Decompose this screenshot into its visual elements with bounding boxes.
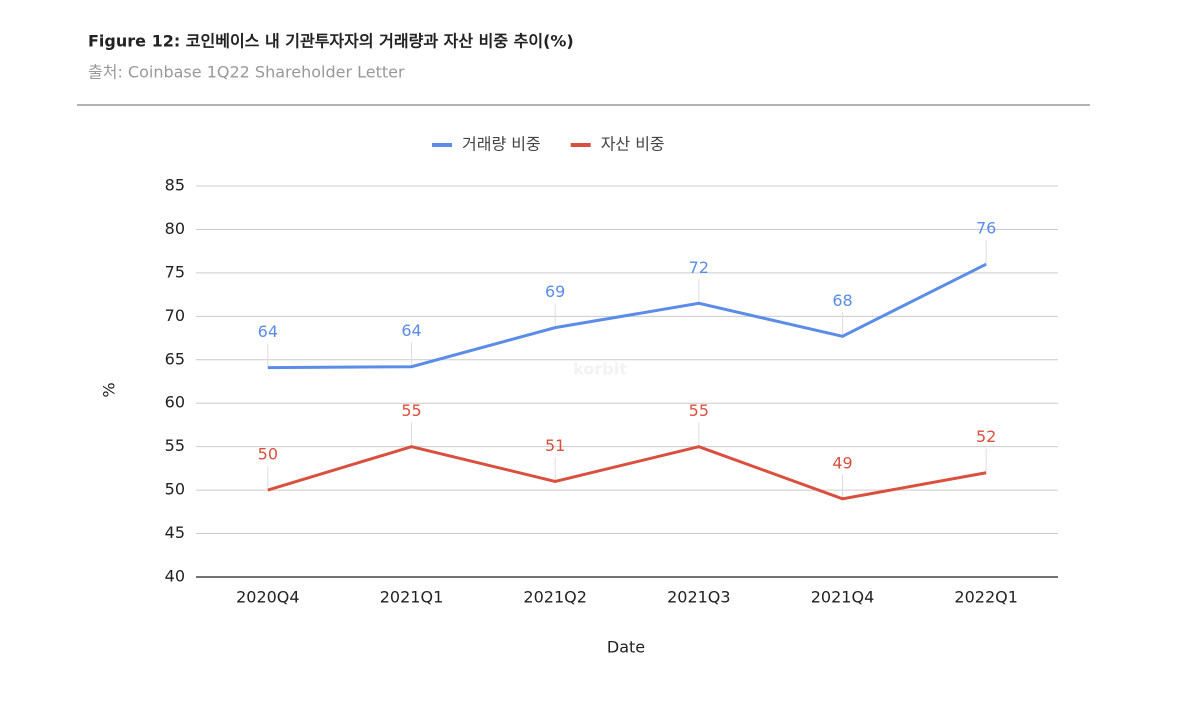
legend-label: 거래량 비중 <box>462 135 541 154</box>
data-label: 64 <box>258 322 278 341</box>
x-tick-label: 2021Q4 <box>811 588 875 607</box>
data-label: 49 <box>832 453 852 472</box>
watermark: korbit <box>573 360 627 379</box>
y-tick-label: 70 <box>165 306 185 325</box>
x-tick-label: 2021Q1 <box>380 588 444 607</box>
y-tick-label: 45 <box>165 523 185 542</box>
y-tick-label: 65 <box>165 349 185 368</box>
y-tick-label: 60 <box>165 393 185 412</box>
x-tick-label: 2021Q2 <box>523 588 587 607</box>
data-label: 51 <box>545 436 565 455</box>
line-series <box>267 262 987 370</box>
y-tick-label: 50 <box>165 480 185 499</box>
y-tick-label: 80 <box>165 219 185 238</box>
x-axis-label: Date <box>607 638 645 657</box>
x-tick-label: 2021Q3 <box>667 588 731 607</box>
y-axis-label: % <box>100 382 119 397</box>
x-tick-label: 2022Q1 <box>954 588 1018 607</box>
data-label: 64 <box>401 321 421 340</box>
y-tick-label: 55 <box>165 436 185 455</box>
chart-subtitle: 출처: Coinbase 1Q22 Shareholder Letter <box>88 63 405 82</box>
line-series <box>267 445 987 501</box>
data-label: 52 <box>976 427 996 446</box>
x-tick-label: 2020Q4 <box>236 588 300 607</box>
legend-label: 자산 비중 <box>601 135 665 154</box>
y-tick-label: 85 <box>165 176 185 195</box>
y-tick-label: 75 <box>165 262 185 281</box>
y-tick-label: 40 <box>165 567 185 586</box>
data-label: 55 <box>689 401 709 420</box>
chart-title: Figure 12: 코인베이스 내 기관투자자의 거래량과 자산 비중 추이(… <box>88 32 574 51</box>
data-label: 76 <box>976 219 996 238</box>
data-label: 50 <box>258 445 278 464</box>
data-label: 55 <box>401 401 421 420</box>
data-label: 69 <box>545 282 565 301</box>
data-label: 72 <box>689 258 709 277</box>
data-label: 68 <box>832 291 852 310</box>
